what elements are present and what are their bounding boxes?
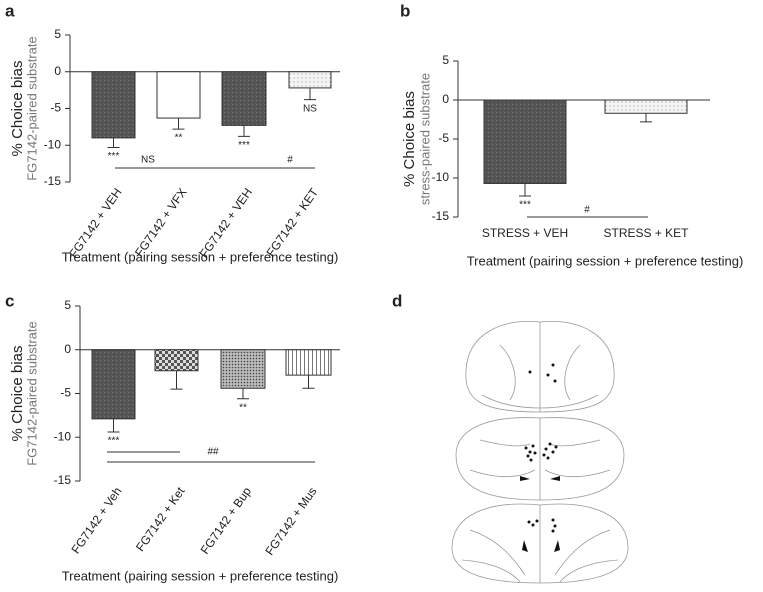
bar [156, 71, 201, 119]
x-tick-label: STRESS + KET [603, 226, 689, 240]
y-tick-label: -5 [50, 101, 61, 115]
error-bar [107, 137, 120, 148]
y-axis-title: % Choice bias [9, 61, 26, 157]
bar [483, 99, 567, 184]
y-axis-title: % Choice bias [9, 346, 26, 442]
x-tick-label: STRESS + VEH [482, 226, 568, 240]
y-axis-subtitle: stress-paired substrate [417, 73, 432, 205]
bar [91, 349, 136, 420]
y-axis-subtitle: FG7142-paired substrate [24, 321, 39, 466]
bar [91, 71, 136, 139]
bar [285, 349, 332, 376]
y-tick-label: 0 [64, 342, 71, 356]
comparison-label: ## [207, 447, 219, 458]
significance-label: ** [239, 402, 247, 413]
significance-label: ** [175, 133, 183, 144]
error-bar [172, 118, 185, 130]
error-bar [519, 183, 531, 197]
error-bar [237, 388, 249, 400]
y-tick-label: -5 [60, 386, 71, 400]
y-tick-label: -10 [54, 429, 72, 443]
significance-label: *** [238, 140, 250, 151]
y-axis-subtitle: FG7142-paired substrate [24, 36, 39, 181]
y-tick-label: 0 [442, 92, 449, 106]
comparison-label: # [584, 205, 590, 216]
y-tick-label: -5 [438, 131, 449, 145]
brain-diagram: d [392, 291, 629, 584]
y-tick-label: 5 [442, 53, 449, 67]
x-tick-label: FG7142 + Veh [69, 485, 125, 557]
error-bar [302, 375, 315, 389]
significance-label: NS [303, 103, 317, 114]
y-tick-label: 5 [64, 298, 71, 312]
x-tick-label: FG7142 + KET [263, 185, 321, 259]
x-tick-label: FG7142 + Mus [262, 485, 319, 558]
y-tick-label: -15 [54, 473, 72, 487]
y-tick-label: -10 [44, 137, 62, 151]
bar [604, 99, 688, 114]
x-axis-title: Treatment (pairing session + preference … [62, 568, 339, 583]
error-bar [238, 125, 250, 137]
error-bar [107, 418, 120, 433]
panel-label: b [400, 1, 410, 20]
bar [288, 71, 332, 89]
panel-label: a [5, 1, 15, 20]
x-axis-title: Treatment (pairing session + preference … [62, 249, 339, 264]
bar [221, 71, 267, 126]
x-tick-label: FG7142 + Bup [198, 484, 255, 557]
error-bar [170, 370, 183, 390]
panel-label: d [392, 291, 402, 310]
x-tick-label: FG7142 + VFX [132, 186, 190, 260]
bar-chart: b 5 0 -5 -10 -15 % Choice bias stress-paired su… [400, 1, 743, 268]
bar [220, 349, 266, 389]
significance-label: *** [519, 200, 531, 211]
y-tick-label: -15 [432, 209, 450, 223]
comparison-label: # [287, 155, 293, 166]
y-tick-label: 0 [54, 64, 61, 78]
error-bar [304, 87, 316, 101]
error-bar [640, 113, 652, 123]
significance-label: *** [108, 151, 120, 162]
y-tick-label: -10 [432, 170, 450, 184]
x-axis-title: Treatment (pairing session + preference … [467, 253, 744, 268]
y-tick-label: -15 [44, 174, 62, 188]
x-tick-label: FG7142 + Ket [133, 484, 188, 554]
significance-label: *** [108, 436, 120, 447]
panel-label: c [5, 291, 14, 310]
y-tick-label: 5 [54, 27, 61, 41]
comparison-label: NS [141, 155, 155, 166]
bar [154, 349, 199, 372]
y-axis-title: % Choice bias [401, 91, 418, 187]
